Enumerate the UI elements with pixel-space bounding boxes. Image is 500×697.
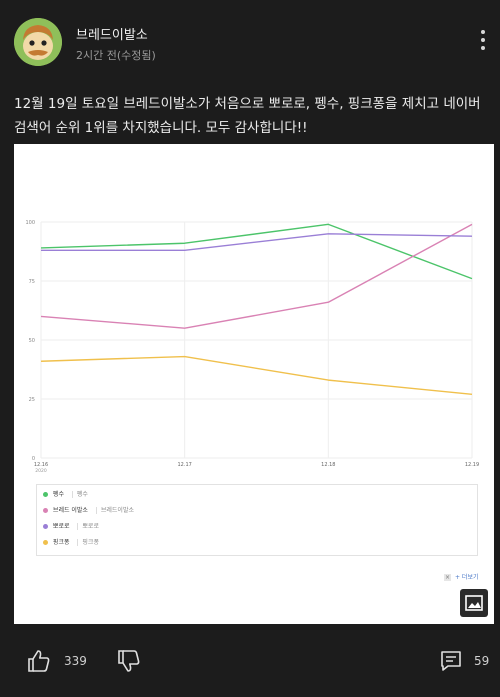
- x-tick-label: 12.16: [34, 462, 48, 468]
- chart-image: 0 25 50 75 100 12.16 12.17 12.18 12.19 2020 펭수 펭수…: [14, 144, 494, 624]
- more-link[interactable]: × + 더보기: [444, 572, 479, 581]
- series-line: [40, 223, 473, 329]
- image-view-button[interactable]: [460, 589, 488, 617]
- post-text: 12월 19일 토요일 브레드이발소가 처음으로 뽀로로, 펭수, 핑크퐁을 제…: [14, 96, 481, 136]
- thumbs-up-icon[interactable]: [26, 648, 52, 674]
- post-header: 브레드이발소 2시간 전(수정됨): [0, 0, 500, 80]
- legend-name: 브레드 이발소: [52, 507, 88, 514]
- legend-name: 뽀로로: [52, 523, 70, 530]
- close-icon[interactable]: ×: [444, 574, 451, 581]
- like-count: 339: [64, 654, 87, 668]
- y-tick-label: 75: [29, 279, 35, 285]
- comment-count: 59: [474, 654, 490, 668]
- series-line: [41, 233, 473, 252]
- legend-sub: 핑크퐁: [77, 539, 99, 546]
- legend-row-0: 펭수 펭수: [43, 489, 88, 501]
- x-tick-label: 12.18: [321, 462, 335, 468]
- post-actions: 339 59: [0, 640, 500, 684]
- y-tick-label: 50: [29, 338, 35, 344]
- more-link-label[interactable]: + 더보기: [455, 574, 479, 581]
- more-options-icon[interactable]: [480, 30, 486, 56]
- legend-row-1: 브레드 이발소 브레드이발소: [43, 505, 134, 517]
- image-icon: [465, 595, 483, 611]
- legend-sub: 브레드이발소: [95, 507, 134, 514]
- chart-legend: 펭수 펭수 브레드 이발소 브레드이발소 뽀로로 뽀로로 핑크퐁 핑크퐁: [36, 484, 478, 556]
- legend-name: 핑크퐁: [52, 539, 70, 546]
- channel-name[interactable]: 브레드이발소: [76, 28, 148, 43]
- x-tick-label: 12.17: [178, 462, 192, 468]
- legend-name: 펭수: [52, 491, 64, 498]
- legend-dot: [43, 492, 48, 497]
- legend-sub: 펭수: [71, 491, 88, 498]
- legend-dot: [43, 524, 48, 529]
- x-year-label: 2020: [35, 468, 47, 474]
- thumbs-down-icon[interactable]: [116, 648, 142, 674]
- trend-chart: 0 25 50 75 100 12.16 12.17 12.18 12.19 2020: [25, 220, 479, 474]
- post-time: 2시간 전(수정됨): [76, 49, 156, 62]
- channel-avatar[interactable]: [14, 18, 62, 66]
- legend-dot: [43, 540, 48, 545]
- y-tick-label: 25: [29, 397, 35, 403]
- legend-sub: 뽀로로: [77, 523, 99, 530]
- x-tick-label: 12.19: [465, 462, 479, 468]
- y-tick-label: 100: [25, 220, 35, 226]
- legend-dot: [43, 508, 48, 513]
- comment-icon[interactable]: [438, 648, 464, 674]
- legend-row-2: 뽀로로 뽀로로: [43, 521, 99, 533]
- y-tick-label: 0: [32, 456, 35, 462]
- series-line: [40, 223, 473, 280]
- series-line: [40, 355, 473, 395]
- legend-row-3: 핑크퐁 핑크퐁: [43, 537, 99, 549]
